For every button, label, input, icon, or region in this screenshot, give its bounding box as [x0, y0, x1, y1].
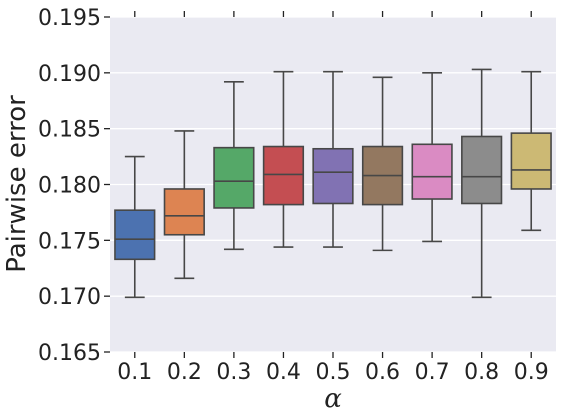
box-body	[163, 188, 205, 236]
x-tick-label: 0.2	[167, 360, 202, 385]
x-tick-label: 0.3	[216, 360, 251, 385]
y-tick-label: 0.185	[38, 118, 101, 143]
box-body	[510, 132, 552, 190]
box-0.8	[461, 68, 503, 299]
box-0.7	[411, 72, 453, 243]
box-body	[312, 147, 354, 205]
y-tick-label: 0.170	[38, 285, 101, 310]
box-body	[461, 135, 503, 205]
box-0.2	[163, 130, 205, 280]
box-0.1	[114, 155, 156, 299]
box-body	[262, 145, 305, 206]
x-tick-label: 0.8	[464, 360, 499, 385]
y-tick-label: 0.190	[38, 62, 101, 87]
box-0.5	[312, 70, 354, 248]
x-axis-label: α	[324, 384, 342, 414]
y-tick-label: 0.165	[38, 341, 101, 366]
x-tick-label: 0.9	[514, 360, 549, 385]
box-0.6	[361, 76, 404, 252]
x-tick-label: 0.5	[316, 360, 351, 385]
x-tick-label: 0.7	[415, 360, 450, 385]
x-tick-label: 0.4	[266, 360, 301, 385]
box-0.9	[510, 70, 552, 232]
y-tick-label: 0.175	[38, 229, 101, 254]
box-0.3	[213, 80, 255, 251]
box-body	[411, 143, 453, 200]
x-tick-label: 0.1	[117, 360, 152, 385]
x-axis-ticks: 0.1 0.2 0.3 0.4 0.5 0.6 0.7 0.8 0.9	[117, 11, 549, 385]
y-axis-ticks: 0.165 0.170 0.175 0.180 0.185 0.190 0.195	[38, 6, 110, 366]
y-tick-label: 0.195	[38, 6, 101, 31]
box-0.4	[262, 70, 305, 248]
box-body	[213, 146, 255, 209]
box-body	[114, 209, 156, 261]
y-tick-label: 0.180	[38, 174, 101, 199]
boxes	[114, 68, 552, 299]
x-tick-label: 0.6	[365, 360, 400, 385]
y-axis-label: Pairwise error	[2, 95, 32, 273]
